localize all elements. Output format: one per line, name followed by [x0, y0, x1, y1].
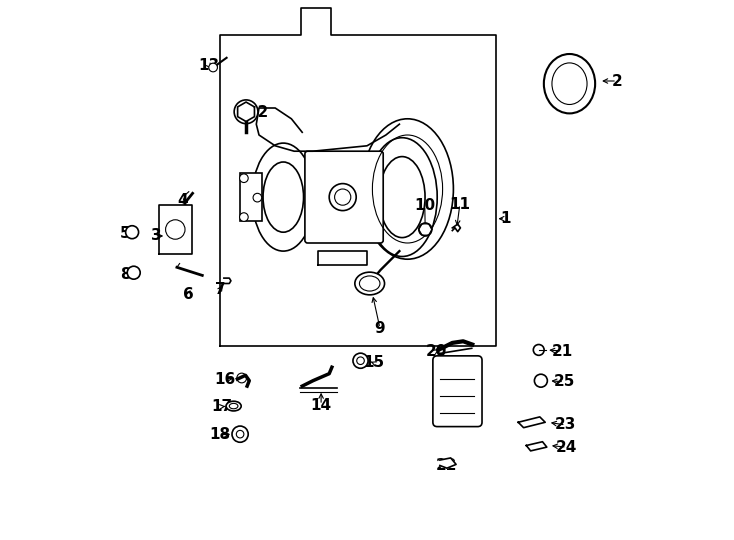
Text: 10: 10 [414, 198, 435, 213]
Ellipse shape [552, 63, 587, 105]
FancyBboxPatch shape [433, 356, 482, 427]
Text: 21: 21 [552, 343, 573, 359]
Circle shape [127, 266, 140, 279]
Text: 23: 23 [555, 417, 576, 433]
Circle shape [335, 189, 351, 205]
Text: 9: 9 [374, 321, 385, 336]
Circle shape [419, 223, 432, 236]
Circle shape [357, 357, 364, 364]
Circle shape [353, 353, 368, 368]
Circle shape [126, 226, 139, 239]
Text: 15: 15 [363, 355, 384, 370]
Ellipse shape [544, 54, 595, 113]
Circle shape [239, 213, 248, 221]
Circle shape [166, 220, 185, 239]
Circle shape [208, 63, 217, 72]
Ellipse shape [355, 272, 385, 295]
Text: 18: 18 [210, 427, 230, 442]
Text: 24: 24 [556, 440, 578, 455]
Circle shape [534, 345, 544, 355]
Circle shape [253, 193, 262, 202]
Text: 20: 20 [426, 343, 447, 359]
Text: 12: 12 [247, 105, 269, 120]
Text: 16: 16 [214, 372, 236, 387]
Text: 17: 17 [211, 399, 233, 414]
Text: 3: 3 [151, 228, 161, 244]
Ellipse shape [362, 119, 454, 259]
Circle shape [234, 100, 258, 124]
Polygon shape [440, 458, 456, 468]
Ellipse shape [226, 401, 241, 411]
Ellipse shape [229, 403, 238, 409]
Text: 1: 1 [500, 211, 510, 226]
Text: 4: 4 [177, 193, 188, 208]
Circle shape [239, 174, 248, 183]
Text: 13: 13 [199, 58, 220, 73]
Text: 7: 7 [215, 282, 225, 297]
Polygon shape [238, 102, 255, 122]
Text: 25: 25 [553, 374, 575, 389]
Circle shape [534, 374, 548, 387]
Text: 8: 8 [120, 267, 131, 282]
Text: 2: 2 [611, 73, 622, 89]
Bar [240, 173, 262, 221]
Text: 22: 22 [436, 458, 458, 473]
Polygon shape [518, 417, 545, 428]
Text: 11: 11 [449, 197, 470, 212]
FancyBboxPatch shape [305, 151, 383, 243]
Circle shape [232, 426, 248, 442]
Text: 19: 19 [439, 388, 460, 403]
Text: 6: 6 [184, 287, 195, 302]
Circle shape [236, 430, 244, 438]
Circle shape [330, 184, 356, 211]
Text: 14: 14 [310, 397, 332, 413]
Polygon shape [526, 442, 547, 451]
Text: 5: 5 [120, 226, 131, 241]
